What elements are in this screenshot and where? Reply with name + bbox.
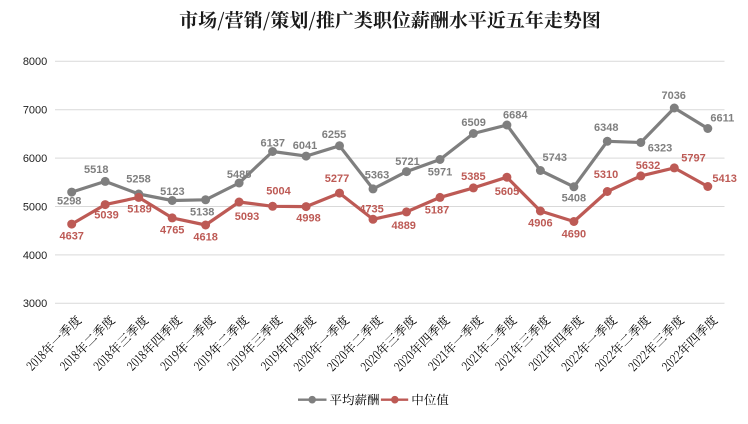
svg-text:5187: 5187: [425, 204, 449, 216]
svg-text:5485: 5485: [227, 169, 251, 181]
svg-text:5189: 5189: [127, 203, 151, 215]
svg-text:5000: 5000: [23, 201, 47, 213]
svg-text:6137: 6137: [261, 137, 285, 149]
svg-text:8000: 8000: [23, 56, 47, 68]
svg-text:4735: 4735: [359, 204, 383, 216]
svg-text:4000: 4000: [23, 250, 47, 262]
svg-text:4889: 4889: [391, 220, 415, 232]
svg-text:6611: 6611: [710, 112, 734, 124]
svg-text:5971: 5971: [428, 166, 452, 178]
svg-text:4618: 4618: [193, 231, 217, 243]
svg-text:5605: 5605: [495, 186, 519, 198]
svg-text:7000: 7000: [23, 105, 47, 117]
svg-text:6000: 6000: [23, 153, 47, 165]
svg-text:5385: 5385: [461, 171, 485, 183]
svg-text:4690: 4690: [562, 228, 586, 240]
svg-text:5743: 5743: [543, 152, 567, 164]
svg-text:6255: 6255: [322, 129, 346, 141]
svg-text:6041: 6041: [293, 140, 317, 152]
svg-text:5310: 5310: [594, 169, 618, 181]
svg-text:5093: 5093: [235, 211, 259, 223]
svg-text:5277: 5277: [325, 173, 349, 185]
svg-text:5004: 5004: [266, 186, 291, 198]
svg-text:6509: 6509: [461, 117, 485, 129]
svg-text:5518: 5518: [84, 164, 108, 176]
svg-text:5258: 5258: [126, 174, 150, 186]
svg-text:5408: 5408: [562, 193, 586, 205]
svg-text:5797: 5797: [681, 152, 705, 164]
svg-text:6348: 6348: [594, 122, 618, 134]
svg-text:6323: 6323: [648, 142, 672, 154]
svg-text:5721: 5721: [395, 156, 419, 168]
svg-text:6684: 6684: [503, 110, 528, 122]
svg-text:5123: 5123: [160, 186, 184, 198]
svg-text:3000: 3000: [23, 298, 47, 310]
svg-text:5363: 5363: [365, 169, 389, 181]
svg-text:7036: 7036: [661, 90, 685, 102]
svg-text:5039: 5039: [94, 210, 118, 222]
svg-text:5632: 5632: [636, 160, 660, 172]
svg-text:4637: 4637: [59, 231, 83, 243]
svg-text:5138: 5138: [190, 207, 214, 219]
svg-text:4906: 4906: [528, 217, 552, 229]
svg-text:5298: 5298: [57, 196, 81, 208]
svg-text:4765: 4765: [160, 224, 184, 236]
svg-text:5413: 5413: [712, 173, 736, 185]
svg-text:4998: 4998: [296, 212, 320, 224]
